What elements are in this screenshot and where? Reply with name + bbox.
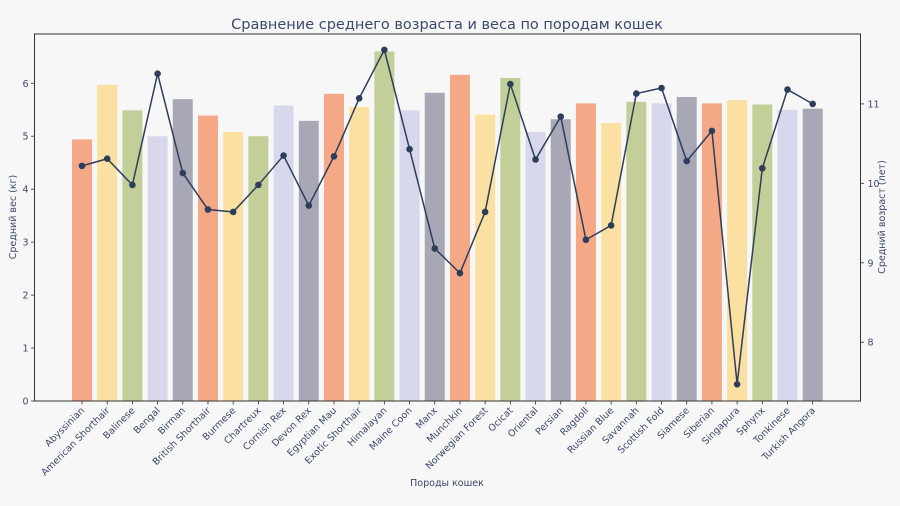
age-point xyxy=(683,157,691,165)
y-axis-left: 0 1 2 3 4 5 6 xyxy=(22,79,35,408)
age-point xyxy=(179,169,187,177)
age-point xyxy=(305,202,313,209)
y2-tick-label: 9 xyxy=(868,258,874,269)
bar xyxy=(374,51,395,401)
age-point xyxy=(708,127,716,135)
age-point xyxy=(255,181,262,189)
bar xyxy=(651,103,672,401)
age-point xyxy=(557,113,565,120)
age-point xyxy=(456,269,464,277)
bars-group xyxy=(72,51,823,402)
age-point xyxy=(481,208,489,216)
y-tick-label: 2 xyxy=(22,291,28,302)
y2-tick-label: 8 xyxy=(868,338,874,349)
age-point xyxy=(103,155,111,163)
age-point xyxy=(78,162,86,170)
age-point xyxy=(784,86,791,93)
age-point xyxy=(280,152,287,159)
bar xyxy=(323,93,344,401)
bar xyxy=(575,103,596,401)
bar xyxy=(273,105,294,402)
y-tick-label: 4 xyxy=(22,185,28,196)
bar xyxy=(626,101,647,401)
bar xyxy=(752,104,773,402)
bar xyxy=(449,74,470,402)
age-point xyxy=(809,100,816,108)
age-point xyxy=(607,222,615,229)
bar xyxy=(676,97,697,401)
age-point xyxy=(330,153,338,160)
y-tick-label: 0 xyxy=(22,397,28,408)
bar xyxy=(248,136,269,401)
bar xyxy=(475,114,496,401)
bar xyxy=(500,77,521,402)
y-tick-label: 3 xyxy=(22,238,28,249)
age-point xyxy=(759,164,766,172)
bar xyxy=(701,103,722,401)
age-line xyxy=(81,47,814,385)
bar xyxy=(197,115,218,402)
bar xyxy=(802,108,823,402)
age-point xyxy=(381,46,388,54)
y-tick-label: 1 xyxy=(22,344,28,355)
age-point xyxy=(129,181,136,189)
bar xyxy=(399,110,420,402)
bar xyxy=(525,131,546,401)
bar xyxy=(550,119,571,401)
age-point xyxy=(633,90,640,97)
bar xyxy=(223,131,244,401)
bar xyxy=(601,122,622,401)
bar xyxy=(777,109,798,401)
age-point xyxy=(582,236,590,244)
age-point xyxy=(532,156,539,163)
y2-tick-label: 10 xyxy=(868,179,880,190)
plot-frame xyxy=(34,33,861,402)
y-tick-label: 5 xyxy=(22,132,28,143)
bar xyxy=(349,107,370,402)
bar xyxy=(298,120,319,401)
age-point xyxy=(431,245,439,252)
bar xyxy=(97,84,118,401)
y2-tick-label: 11 xyxy=(868,99,880,110)
age-point xyxy=(406,145,413,153)
x-axis-label: Породы кошек xyxy=(410,478,484,489)
y2-axis-label: Средний возраст (лет) xyxy=(877,160,888,274)
y-axis-label: Средний вес (кг) xyxy=(8,175,19,259)
line-series-group xyxy=(78,46,816,388)
age-point xyxy=(733,381,741,388)
bar xyxy=(122,110,143,402)
age-point xyxy=(507,80,514,88)
bar xyxy=(172,99,193,402)
age-point xyxy=(229,208,237,216)
age-point xyxy=(154,70,161,78)
age-point xyxy=(204,206,212,213)
bar xyxy=(147,136,168,401)
age-point xyxy=(658,84,665,92)
bar xyxy=(72,139,92,401)
bar xyxy=(727,100,748,401)
chart-title: Сравнение среднего возраста и веса по по… xyxy=(231,17,663,33)
y-axis-right: 8 9 10 11 xyxy=(860,99,880,349)
y-tick-label: 6 xyxy=(22,79,28,90)
age-point xyxy=(355,95,363,102)
